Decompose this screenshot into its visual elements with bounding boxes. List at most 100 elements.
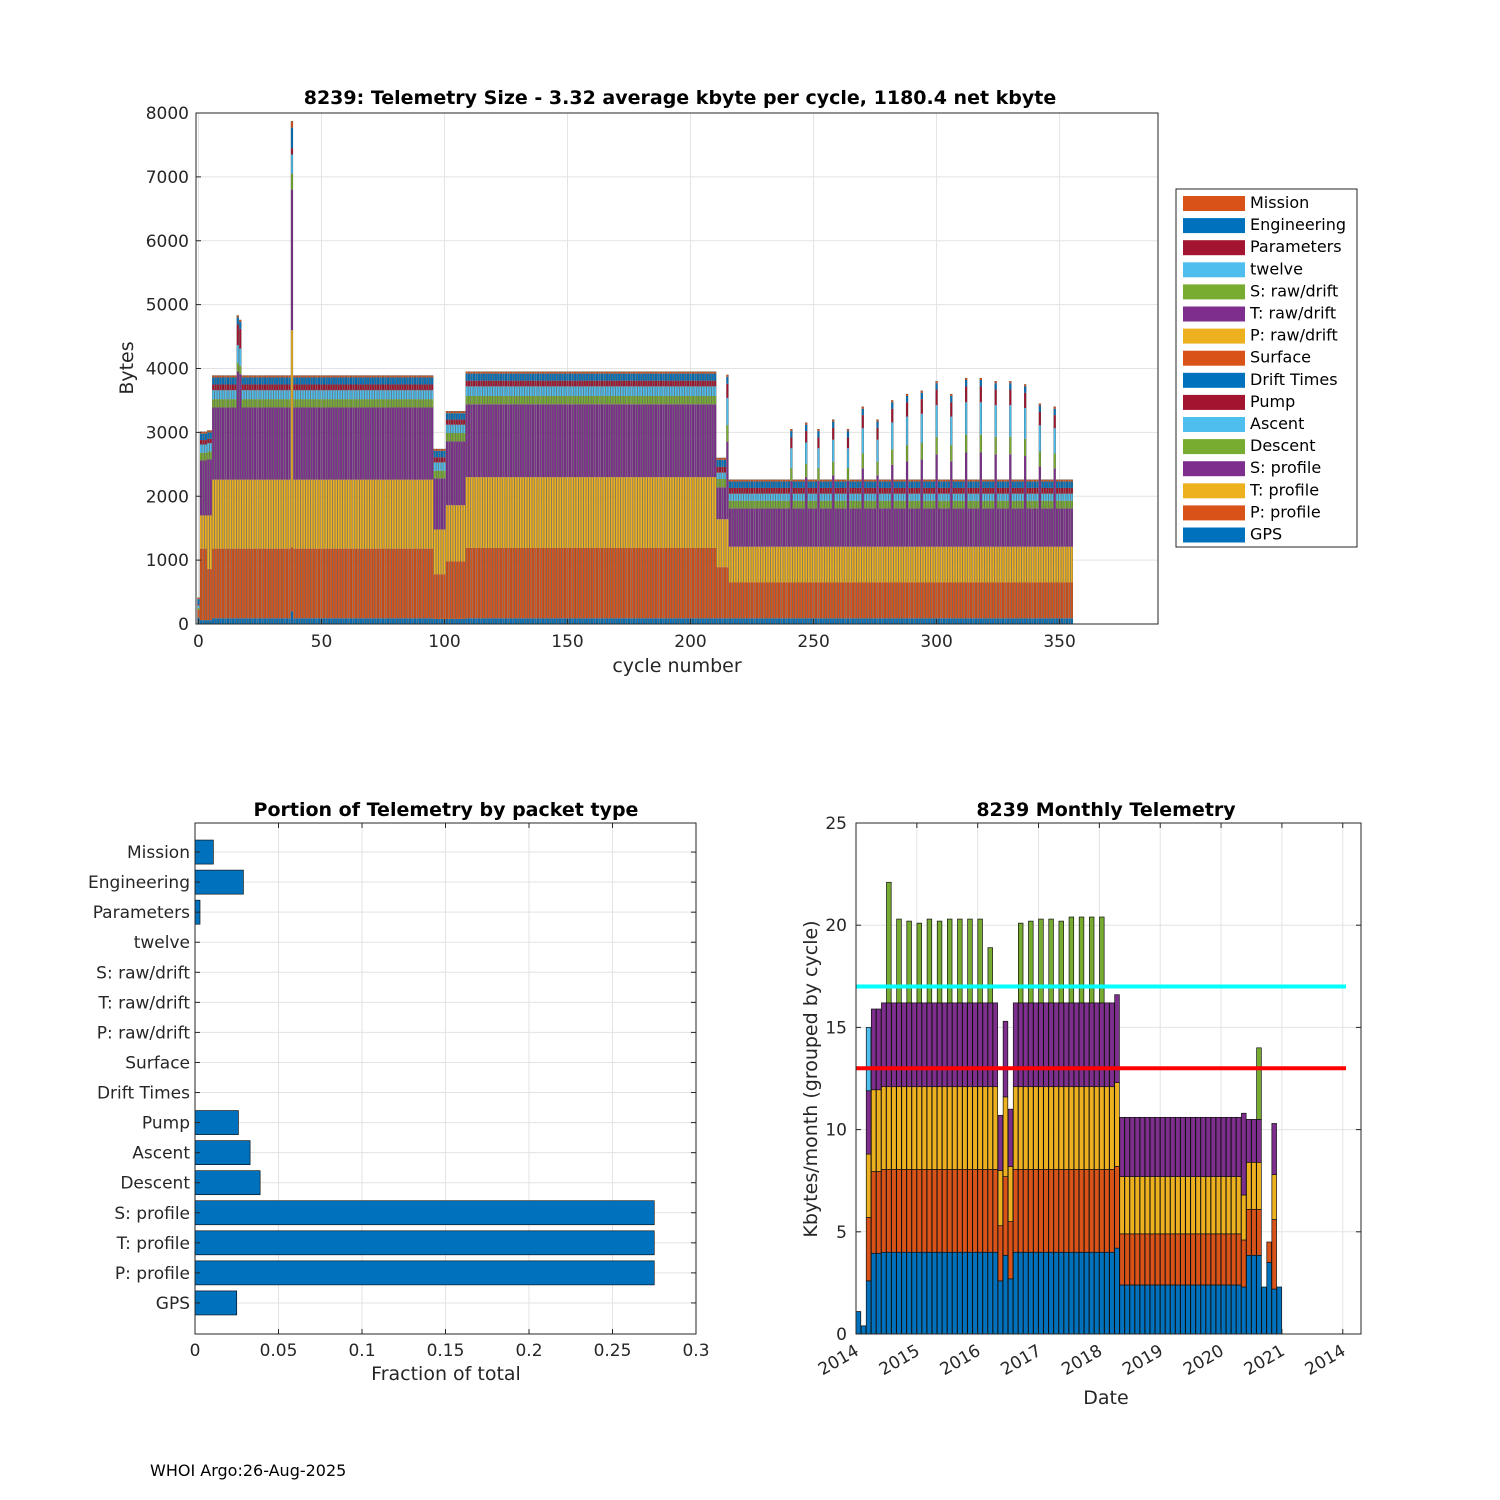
c1-bar-segment — [1046, 582, 1049, 619]
c1-bar-segment — [313, 407, 316, 480]
c1-bar-segment — [229, 399, 232, 408]
c1-bar-segment — [448, 561, 451, 619]
c1-bar-segment — [856, 481, 859, 488]
c1-bar-segment — [379, 377, 382, 385]
c1-bar-segment — [677, 373, 680, 381]
c1-bar-segment — [1068, 479, 1071, 482]
c1-bar-segment — [669, 477, 672, 548]
c1-bar-segment — [492, 373, 495, 381]
c1-bar-segment — [844, 582, 847, 619]
c1-bar-segment — [965, 546, 968, 583]
c1-bar-segment — [497, 395, 500, 405]
c1-bar-segment — [310, 618, 313, 624]
c1-bar-segment — [1036, 508, 1039, 547]
c1-bar-segment — [421, 384, 424, 391]
c1-bar-segment — [354, 407, 357, 480]
c1-bar-segment — [723, 519, 726, 568]
c1-bar-segment — [586, 380, 589, 387]
c1-bar-segment — [1046, 493, 1049, 501]
c1-bar-segment — [849, 546, 852, 583]
c1-bar-segment — [807, 500, 810, 509]
c1-bar-segment — [578, 404, 581, 478]
c1-bar-segment — [652, 371, 655, 374]
c1-bar-segment — [1046, 479, 1049, 482]
c1-bar-segment — [1033, 582, 1036, 619]
c1-bar-segment — [618, 404, 621, 478]
c1-bar-segment — [817, 480, 820, 547]
c1-bar-segment — [758, 618, 761, 624]
c1-bar-segment — [596, 386, 599, 396]
c1-bar-segment — [352, 407, 355, 480]
c1-bar-segment — [1014, 508, 1017, 547]
c1-bar-segment — [775, 479, 778, 482]
c1-bar-segment — [942, 479, 945, 482]
c1-bar-segment — [249, 375, 252, 378]
c1-bar-segment — [797, 500, 800, 509]
c1-bar-segment — [482, 386, 485, 396]
c1-bar-segment — [1038, 405, 1041, 412]
c1-legend-swatch — [1183, 417, 1245, 432]
c1-bar-segment — [630, 395, 633, 405]
c1-bar-segment — [950, 394, 953, 396]
c1-bar-segment — [699, 618, 702, 624]
c2-bar — [194, 1230, 655, 1256]
c1-bar-segment — [566, 380, 569, 387]
c3-bar-segment — [941, 1086, 948, 1170]
c1-bar-segment — [512, 371, 515, 374]
c1-bar-segment — [660, 371, 662, 374]
c1-bar-segment — [674, 477, 677, 548]
c3-bar-segment — [1083, 1169, 1090, 1253]
c1-xlabel: cycle number — [612, 655, 741, 677]
c1-bar-segment — [219, 390, 222, 400]
c1-bar-segment — [933, 508, 936, 547]
c3-bar-segment — [1271, 1174, 1277, 1220]
c1-bar-segment — [940, 479, 943, 482]
c1-bar-segment — [571, 386, 574, 396]
c1-bar-segment — [797, 479, 800, 482]
c1-bar-segment — [625, 547, 628, 619]
c1-bar-segment — [800, 582, 803, 619]
c1-xtick-label: 50 — [311, 632, 333, 652]
c1-bar-segment — [992, 582, 995, 619]
c1-bar-segment — [288, 479, 291, 549]
c3-bar-segment — [1180, 1284, 1186, 1335]
c1-bar-segment — [283, 384, 286, 391]
c1-bar-segment — [507, 386, 510, 396]
c3-bar-segment — [1114, 994, 1120, 1083]
c1-bar-segment — [308, 375, 311, 378]
c1-bar-segment — [701, 404, 704, 478]
c1-bar-segment — [256, 407, 259, 480]
c1-bar-segment — [492, 477, 495, 548]
c1-bar-segment — [249, 548, 252, 619]
c1-bar-segment — [699, 373, 702, 381]
c1-bar-segment — [546, 373, 549, 381]
c1-bar-segment — [834, 500, 837, 509]
c1-bar-segment — [910, 493, 913, 501]
c1-bar-segment — [778, 508, 781, 547]
c3-bar-segment — [1205, 1284, 1211, 1335]
c1-bar-segment — [719, 459, 722, 467]
c3-bar-segment — [1043, 1002, 1049, 1088]
c1-bar-segment — [283, 375, 286, 378]
c2-ytick-label: T: raw/drift — [97, 993, 190, 1013]
c1-bar-segment — [723, 457, 726, 460]
c1-bar-segment — [305, 479, 308, 549]
c1-bar-segment — [315, 479, 318, 549]
c1-bar-segment — [485, 404, 488, 478]
c1-bar-segment — [500, 404, 503, 478]
c1-bar-segment — [382, 377, 384, 385]
c1-bar-segment — [920, 459, 923, 547]
c1-bar-segment — [463, 561, 466, 619]
c3-bar-segment — [916, 1251, 922, 1335]
c3-bar-segment — [1018, 1169, 1024, 1253]
c1-bar-segment — [573, 395, 576, 405]
c1-bar-segment — [699, 371, 702, 374]
c1-bar-segment — [298, 390, 301, 400]
c1-bar-segment — [406, 407, 409, 480]
c1-bar-segment — [409, 618, 412, 624]
c1-bar-segment — [581, 371, 584, 374]
c1-bar-segment — [583, 404, 586, 478]
c1-bar-segment — [797, 493, 800, 501]
c1-bar-segment — [662, 371, 665, 374]
